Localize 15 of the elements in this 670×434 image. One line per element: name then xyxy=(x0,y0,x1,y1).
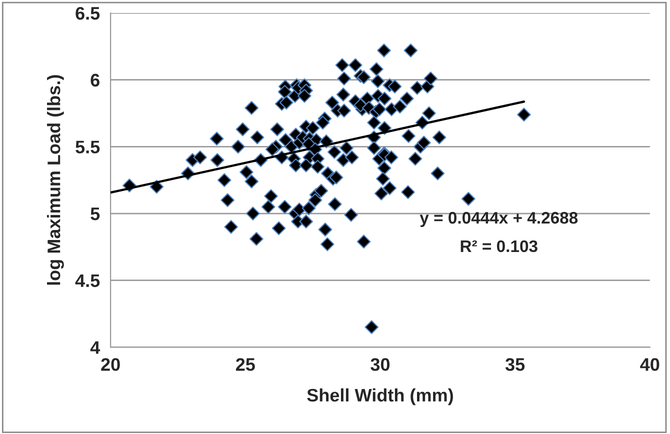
x-tick-label: 25 xyxy=(236,358,255,371)
y-tick-label: 4 xyxy=(90,341,100,354)
y-tick-label: 6.5 xyxy=(76,6,100,20)
y-axis-title: log Maximum Load (lbs.) xyxy=(47,75,64,285)
x-tick-label: 35 xyxy=(505,358,525,371)
y-tick-label: 4.5 xyxy=(75,274,100,288)
annotation: y = 0.0444x + 4.2688 xyxy=(420,212,578,228)
y-tick-label: 5.5 xyxy=(76,140,100,154)
y-tick-label: 6 xyxy=(90,74,100,87)
x-tick-label: 30 xyxy=(370,358,390,371)
x-axis-title: Shell Width (mm) xyxy=(307,388,453,406)
y-tick-label: 5 xyxy=(90,208,100,220)
annotation: R² = 0.103 xyxy=(460,240,538,252)
x-tick-label: 40 xyxy=(640,358,660,371)
x-tick-label: 20 xyxy=(101,358,120,371)
